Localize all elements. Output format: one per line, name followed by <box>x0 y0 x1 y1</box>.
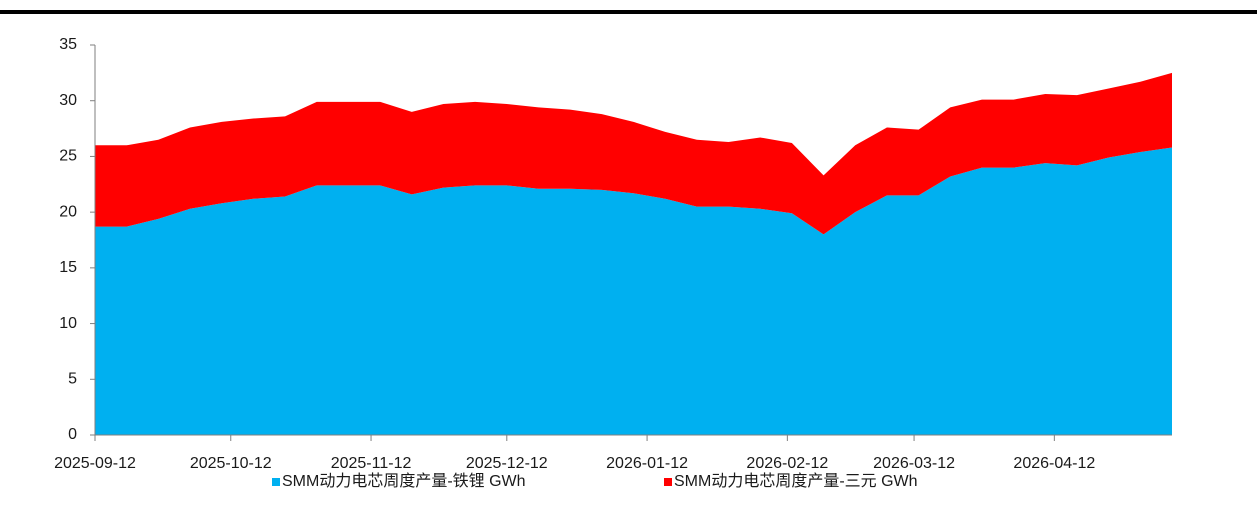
y-tick-label: 30 <box>59 92 77 109</box>
legend-swatch <box>664 478 672 486</box>
legend-swatch <box>272 478 280 486</box>
y-tick-label: 35 <box>59 36 77 53</box>
x-tick-label: 2025-09-12 <box>54 455 136 472</box>
y-tick-label: 25 <box>59 148 77 165</box>
x-tick-label: 2026-01-12 <box>606 455 688 472</box>
x-tick-label: 2025-11-12 <box>331 455 412 472</box>
top-rule <box>0 10 1257 14</box>
y-tick-label: 5 <box>68 371 77 388</box>
x-tick-label: 2026-03-12 <box>873 455 955 472</box>
area <box>95 72 1172 235</box>
x-tick-label: 2026-04-12 <box>1013 455 1095 472</box>
y-tick-label: 20 <box>59 203 77 220</box>
y-tick-label: 10 <box>59 315 77 332</box>
legend-label: SMM动力电芯周度产量-铁锂 GWh <box>282 472 526 490</box>
y-tick-label: 15 <box>59 259 77 276</box>
x-tick-label: 2025-12-12 <box>466 455 548 472</box>
legend-label: SMM动力电芯周度产量-三元 GWh <box>674 472 918 490</box>
x-tick-label: 2026-02-12 <box>746 455 828 472</box>
x-tick-label: 2025-10-12 <box>190 455 272 472</box>
area <box>95 147 1172 435</box>
y-tick-label: 0 <box>68 426 77 443</box>
